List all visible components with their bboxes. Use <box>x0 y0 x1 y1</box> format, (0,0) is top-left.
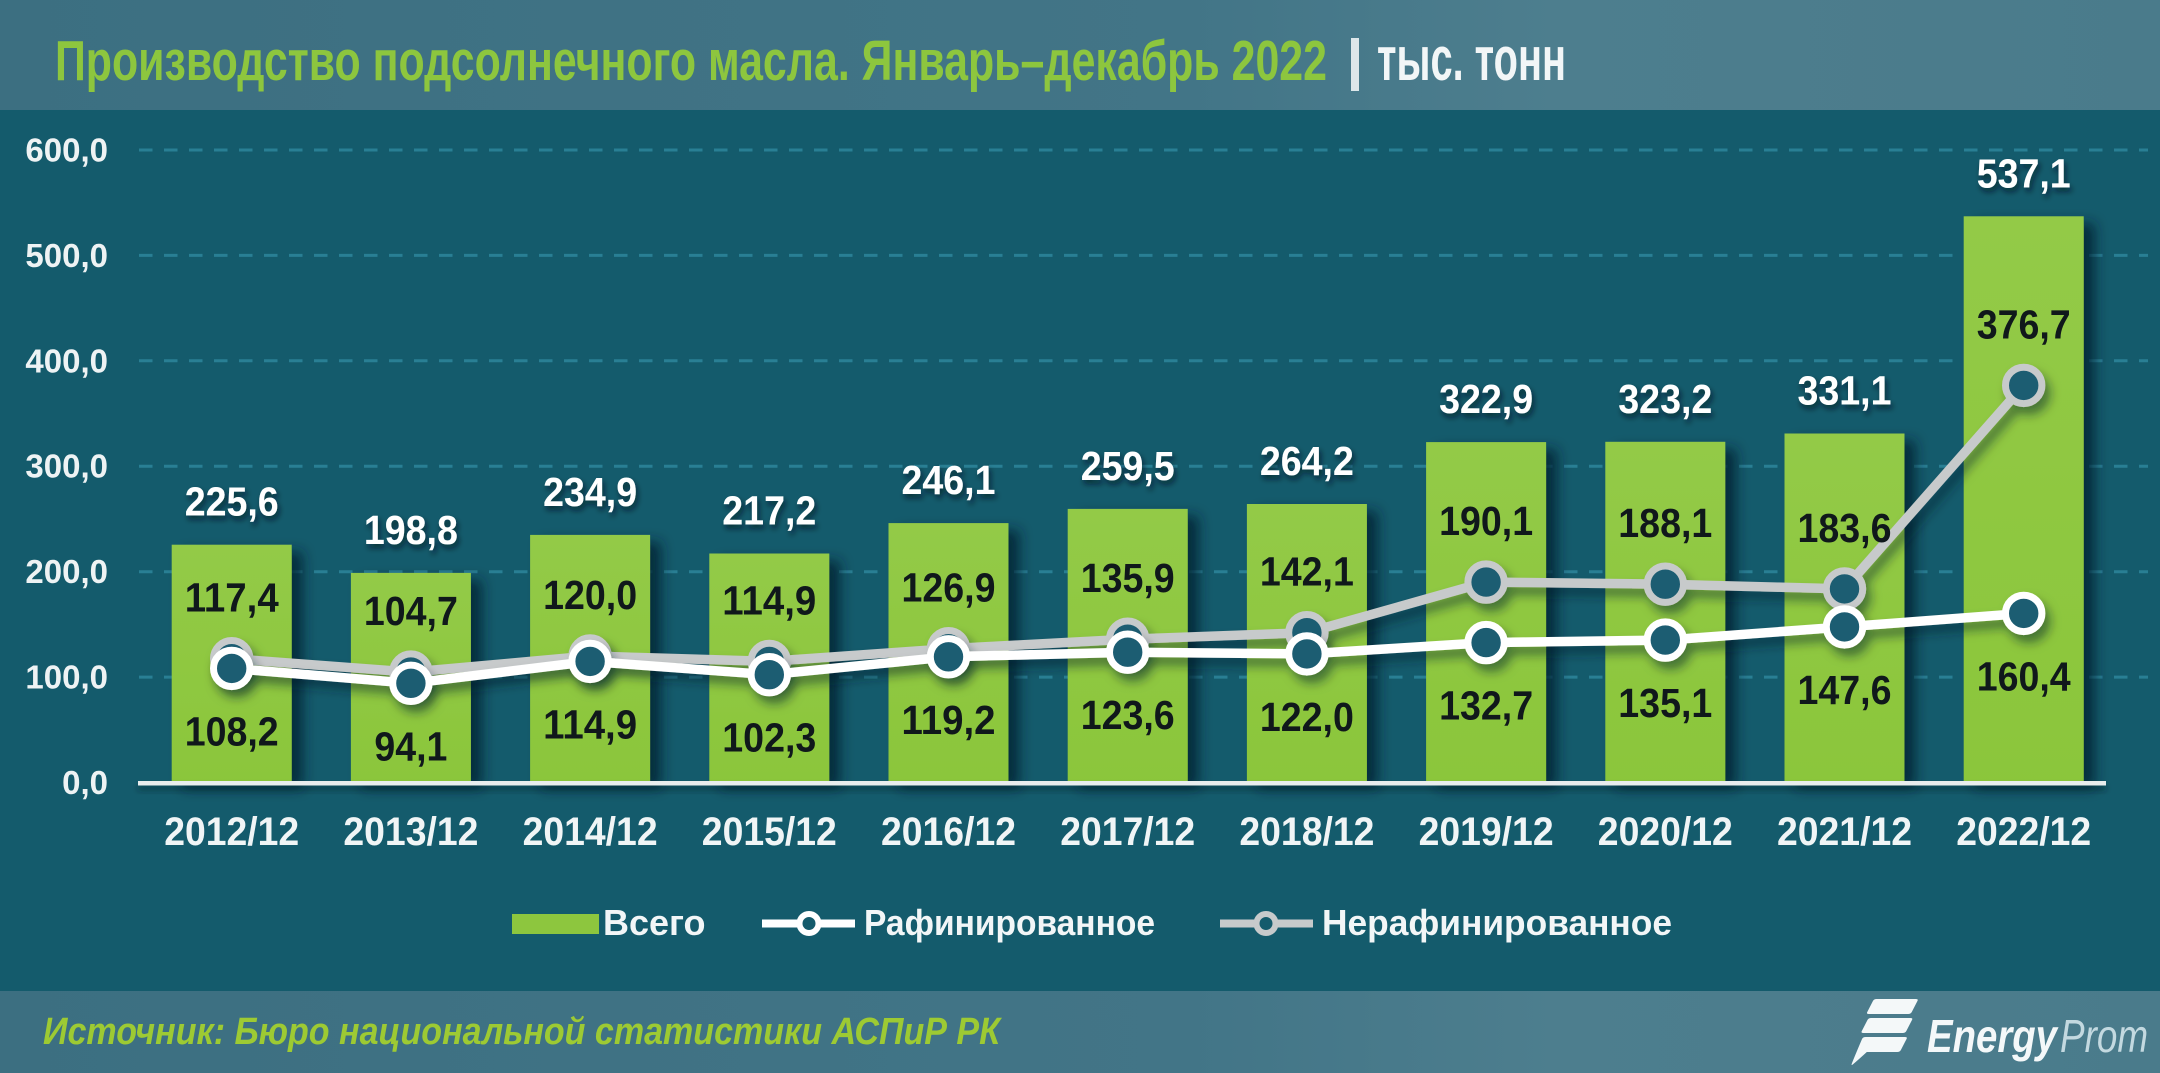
svg-text:500,0: 500,0 <box>25 237 108 274</box>
svg-text:200,0: 200,0 <box>25 553 108 590</box>
svg-text:2015/12: 2015/12 <box>702 810 837 854</box>
svg-text:246,1: 246,1 <box>902 457 996 503</box>
svg-text:Производство подсолнечного мас: Производство подсолнечного масла. Январь… <box>55 29 1327 93</box>
svg-text:147,6: 147,6 <box>1798 667 1892 713</box>
svg-text:400,0: 400,0 <box>25 342 108 379</box>
svg-text:2014/12: 2014/12 <box>523 810 658 854</box>
svg-text:тыс. тонн: тыс. тонн <box>1377 25 1566 94</box>
svg-text:188,1: 188,1 <box>1618 500 1712 546</box>
svg-text:108,2: 108,2 <box>185 708 279 754</box>
svg-text:600,0: 600,0 <box>25 132 108 169</box>
svg-text:120,0: 120,0 <box>543 572 637 618</box>
svg-text:Всего: Всего <box>603 902 706 943</box>
svg-text:117,4: 117,4 <box>185 575 279 621</box>
svg-text:264,2: 264,2 <box>1260 438 1354 484</box>
svg-text:Energy: Energy <box>1927 1010 2059 1062</box>
svg-text:2017/12: 2017/12 <box>1060 810 1195 854</box>
svg-text:Нерафинированное: Нерафинированное <box>1322 902 1672 943</box>
svg-text:104,7: 104,7 <box>364 588 458 634</box>
svg-text:114,9: 114,9 <box>543 701 637 747</box>
svg-text:2018/12: 2018/12 <box>1239 810 1374 854</box>
svg-text:0,0: 0,0 <box>62 764 108 801</box>
svg-text:2020/12: 2020/12 <box>1598 810 1733 854</box>
svg-text:300,0: 300,0 <box>25 448 108 485</box>
svg-text:183,6: 183,6 <box>1798 505 1892 551</box>
svg-text:259,5: 259,5 <box>1081 443 1175 489</box>
svg-text:234,9: 234,9 <box>543 469 637 515</box>
svg-text:217,2: 217,2 <box>722 488 816 534</box>
svg-text:2021/12: 2021/12 <box>1777 810 1912 854</box>
svg-text:100,0: 100,0 <box>25 659 108 696</box>
svg-text:190,1: 190,1 <box>1439 498 1533 544</box>
svg-text:2022/12: 2022/12 <box>1956 810 2091 854</box>
svg-text:135,9: 135,9 <box>1081 555 1175 601</box>
svg-text:537,1: 537,1 <box>1977 150 2071 196</box>
svg-text:322,9: 322,9 <box>1439 376 1533 422</box>
svg-text:135,1: 135,1 <box>1618 680 1712 726</box>
svg-text:122,0: 122,0 <box>1260 694 1354 740</box>
svg-text:126,9: 126,9 <box>902 565 996 611</box>
svg-text:160,4: 160,4 <box>1977 653 2071 699</box>
svg-text:2012/12: 2012/12 <box>164 810 299 854</box>
svg-text:119,2: 119,2 <box>902 697 996 743</box>
svg-text:Prom: Prom <box>2060 1010 2148 1062</box>
svg-text:Источник: Бюро национальной ст: Источник: Бюро национальной статистики А… <box>43 1011 1002 1053</box>
svg-text:94,1: 94,1 <box>374 723 447 769</box>
svg-text:376,7: 376,7 <box>1977 301 2071 347</box>
svg-text:323,2: 323,2 <box>1618 376 1712 422</box>
svg-text:Рафинированное: Рафинированное <box>864 902 1155 943</box>
svg-text:142,1: 142,1 <box>1260 549 1354 595</box>
svg-text:2019/12: 2019/12 <box>1419 810 1554 854</box>
svg-text:2016/12: 2016/12 <box>881 810 1016 854</box>
svg-text:2013/12: 2013/12 <box>343 810 478 854</box>
svg-text:114,9: 114,9 <box>722 577 816 623</box>
svg-text:123,6: 123,6 <box>1081 692 1175 738</box>
svg-text:102,3: 102,3 <box>722 715 816 761</box>
svg-text:225,6: 225,6 <box>185 479 279 525</box>
svg-text:198,8: 198,8 <box>364 507 458 553</box>
svg-text:331,1: 331,1 <box>1798 368 1892 414</box>
svg-text:132,7: 132,7 <box>1439 683 1533 729</box>
